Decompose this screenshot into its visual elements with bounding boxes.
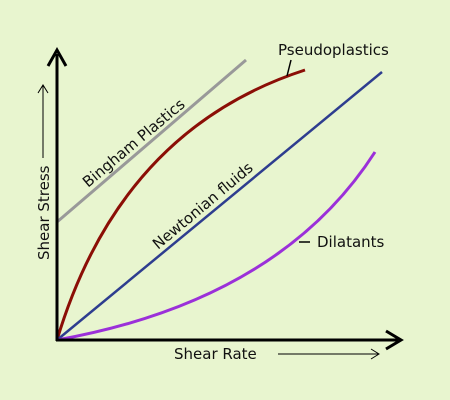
newtonian-line: [56, 71, 383, 341]
y-axis-label: Shear Stress: [35, 165, 53, 260]
y-axis-arrow: [46, 46, 68, 67]
label-leader: [286, 59, 292, 77]
curve-label: Pseudoplastics: [278, 41, 389, 59]
y-label-arrowhead: [37, 84, 49, 94]
curve-label: Dilatants: [317, 233, 385, 251]
x-axis-label: Shear Rate: [174, 345, 257, 363]
bingham-line: [56, 58, 247, 224]
x-axis-arrow: [385, 329, 404, 351]
dilatant-curve: [56, 151, 377, 342]
pseudoplastic-curve: [55, 68, 306, 341]
x-label-arrowhead: [370, 348, 380, 360]
